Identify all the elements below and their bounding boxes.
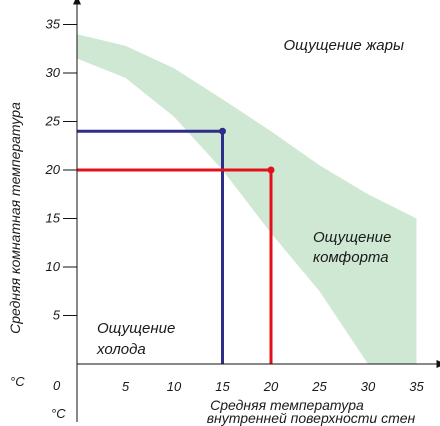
- series-point-1: [219, 127, 226, 135]
- y-tick-label-25: 25: [45, 114, 61, 129]
- series-point-2: [267, 166, 275, 174]
- comfort-label-line2: комфорта: [313, 249, 389, 266]
- y-unit-label: °C: [10, 374, 25, 389]
- x-tick-label-5: 5: [122, 379, 130, 394]
- comfort-label-line1: Ощущение: [313, 229, 391, 246]
- y-axis-arrow: [73, 0, 81, 5]
- x-tick-label-15: 15: [215, 379, 230, 394]
- y-tick-label-5: 5: [53, 308, 61, 323]
- x-tick-label-30: 30: [361, 379, 376, 394]
- x-tick-label-35: 35: [409, 379, 424, 394]
- y-tick-label-30: 30: [46, 65, 61, 80]
- x-tick-label-25: 25: [311, 379, 327, 394]
- cold-label-line2: холода: [96, 341, 146, 358]
- heat-label: Ощущение жары: [283, 37, 404, 54]
- x-axis-title-line2: внутренней поверхности стен: [207, 410, 416, 426]
- origin-label: 0: [53, 378, 61, 393]
- y-axis-title: Средняя комнатная температура: [7, 102, 23, 334]
- y-tick-label-10: 10: [46, 259, 61, 274]
- y-tick-label-15: 15: [46, 211, 61, 226]
- y-tick-label-20: 20: [45, 162, 61, 177]
- x-axis-arrow: [436, 360, 440, 368]
- comfort-zone-band: [77, 34, 417, 364]
- y-tick-label-35: 35: [46, 17, 61, 32]
- x-tick-label-10: 10: [167, 379, 182, 394]
- x-axis-title-line1: Средняя температура: [210, 397, 364, 413]
- x-tick-label-20: 20: [263, 379, 279, 394]
- x-unit-label: °C: [51, 406, 66, 421]
- cold-label-line1: Ощущение: [97, 320, 175, 337]
